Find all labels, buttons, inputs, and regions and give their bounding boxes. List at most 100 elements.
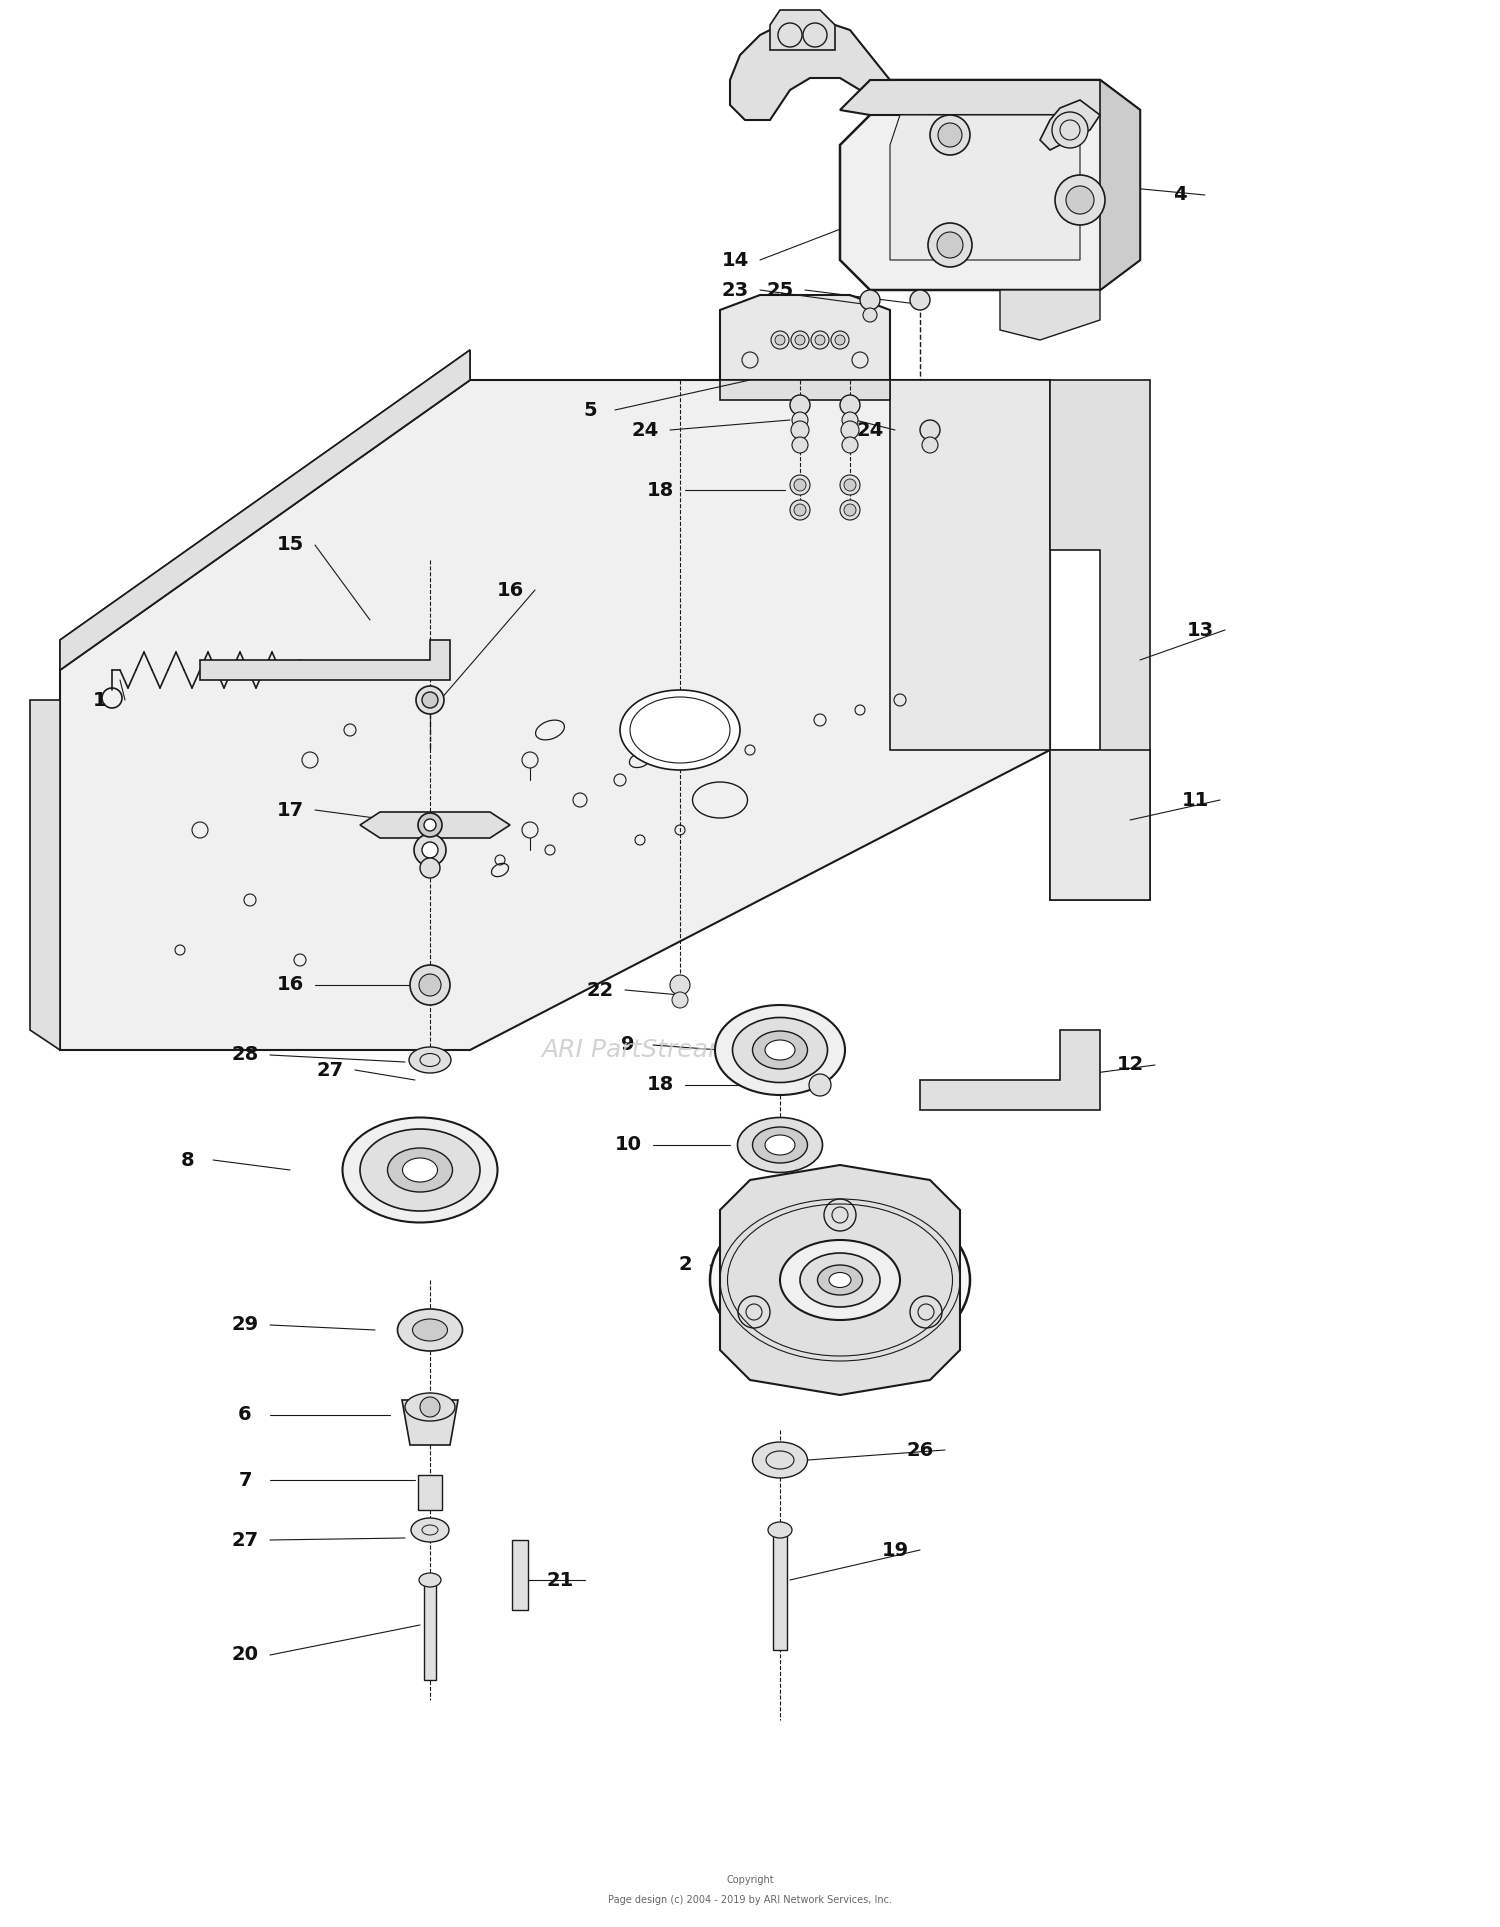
Text: 20: 20 — [231, 1646, 258, 1665]
Ellipse shape — [402, 1158, 438, 1181]
Circle shape — [790, 420, 808, 439]
Polygon shape — [30, 700, 60, 1050]
Text: 17: 17 — [276, 800, 303, 819]
Ellipse shape — [360, 1129, 480, 1210]
Polygon shape — [1050, 380, 1150, 900]
Ellipse shape — [419, 1572, 441, 1588]
Ellipse shape — [411, 1518, 448, 1542]
Text: 23: 23 — [722, 281, 748, 299]
Text: 11: 11 — [1182, 790, 1209, 809]
Circle shape — [815, 335, 825, 345]
Ellipse shape — [732, 1017, 828, 1083]
Circle shape — [808, 1073, 831, 1096]
Circle shape — [790, 499, 810, 520]
Circle shape — [844, 505, 856, 516]
Circle shape — [824, 1199, 856, 1231]
Circle shape — [795, 335, 806, 345]
Text: 2: 2 — [678, 1256, 692, 1274]
Polygon shape — [720, 295, 890, 380]
Circle shape — [776, 335, 784, 345]
Circle shape — [928, 224, 972, 268]
Ellipse shape — [413, 1318, 447, 1341]
Ellipse shape — [710, 1193, 970, 1368]
Circle shape — [420, 1397, 440, 1416]
Polygon shape — [200, 640, 450, 680]
Circle shape — [790, 395, 810, 414]
Text: 27: 27 — [231, 1530, 258, 1549]
Circle shape — [672, 992, 688, 1008]
Polygon shape — [402, 1401, 457, 1445]
Circle shape — [812, 331, 830, 349]
Polygon shape — [1100, 81, 1140, 289]
Text: 16: 16 — [496, 580, 523, 599]
Text: 12: 12 — [1116, 1056, 1143, 1075]
Text: 15: 15 — [276, 536, 303, 555]
Ellipse shape — [620, 690, 740, 771]
Polygon shape — [60, 351, 470, 671]
Polygon shape — [1000, 289, 1100, 339]
Ellipse shape — [780, 1239, 900, 1320]
Circle shape — [938, 123, 962, 146]
Text: ARI PartStream™: ARI PartStream™ — [542, 1039, 758, 1062]
Text: 9: 9 — [621, 1035, 634, 1054]
Circle shape — [840, 499, 860, 520]
Circle shape — [910, 1297, 942, 1328]
Circle shape — [836, 335, 844, 345]
Bar — [419, 1474, 442, 1511]
Text: 3: 3 — [999, 121, 1011, 139]
Text: 18: 18 — [646, 480, 674, 499]
Circle shape — [414, 834, 446, 865]
Circle shape — [424, 819, 436, 831]
Circle shape — [930, 116, 970, 154]
Circle shape — [794, 505, 806, 516]
Circle shape — [792, 412, 808, 428]
Ellipse shape — [410, 1046, 452, 1073]
Polygon shape — [60, 351, 470, 671]
Circle shape — [670, 975, 690, 994]
Text: 28: 28 — [231, 1046, 258, 1064]
Circle shape — [738, 1297, 770, 1328]
Circle shape — [842, 412, 858, 428]
Polygon shape — [1050, 750, 1150, 900]
Circle shape — [840, 395, 860, 414]
Polygon shape — [720, 330, 890, 380]
Ellipse shape — [753, 1031, 807, 1069]
Ellipse shape — [818, 1264, 862, 1295]
Text: 8: 8 — [182, 1150, 195, 1170]
Polygon shape — [60, 380, 1050, 1050]
Circle shape — [922, 437, 938, 453]
Text: 29: 29 — [231, 1316, 258, 1335]
Polygon shape — [770, 10, 836, 50]
Ellipse shape — [753, 1441, 807, 1478]
Circle shape — [420, 858, 440, 879]
Text: 19: 19 — [882, 1540, 909, 1559]
Circle shape — [1054, 175, 1106, 225]
Ellipse shape — [765, 1135, 795, 1154]
Text: 24: 24 — [632, 420, 658, 439]
Text: 1: 1 — [93, 690, 106, 709]
Text: 22: 22 — [586, 981, 613, 1000]
Text: 26: 26 — [906, 1441, 933, 1459]
Ellipse shape — [765, 1041, 795, 1060]
Circle shape — [1052, 112, 1088, 148]
Text: 7: 7 — [238, 1470, 252, 1490]
Circle shape — [422, 692, 438, 707]
Circle shape — [419, 973, 441, 996]
Polygon shape — [840, 81, 1140, 289]
Text: 21: 21 — [546, 1571, 573, 1590]
Text: 27: 27 — [316, 1060, 344, 1079]
Ellipse shape — [753, 1127, 807, 1164]
Text: 5: 5 — [584, 401, 597, 420]
Circle shape — [419, 813, 442, 836]
Polygon shape — [920, 1031, 1100, 1110]
Circle shape — [859, 289, 880, 310]
Ellipse shape — [738, 1118, 822, 1172]
Circle shape — [422, 842, 438, 858]
Ellipse shape — [800, 1253, 880, 1307]
Text: 25: 25 — [766, 281, 794, 299]
Polygon shape — [720, 1166, 960, 1395]
Ellipse shape — [716, 1006, 844, 1095]
Polygon shape — [730, 19, 890, 119]
Circle shape — [416, 686, 444, 715]
Polygon shape — [840, 81, 1140, 116]
